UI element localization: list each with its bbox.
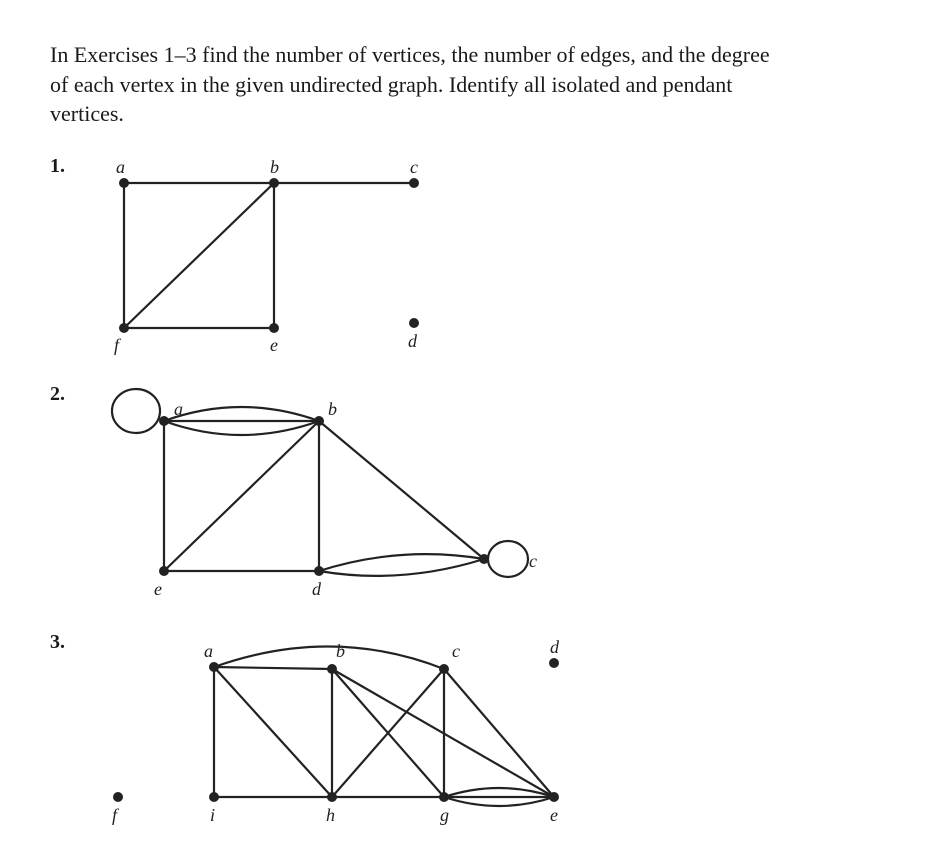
exercise-3: 3. a b c d f i h g e (50, 629, 900, 829)
vertex-b (327, 664, 337, 674)
vertex-label-h: h (326, 805, 335, 825)
edge-loop (488, 541, 528, 577)
vertex-f (119, 323, 129, 333)
vertex-b (314, 416, 324, 426)
edge (214, 667, 332, 797)
vertex-label-a: a (204, 641, 213, 661)
vertex-c (479, 554, 489, 564)
vertex-a (209, 662, 219, 672)
vertex-label-g: g (440, 805, 449, 825)
edge-curved (319, 559, 484, 576)
vertex-label-e: e (550, 805, 558, 825)
vertex-label-d: d (408, 331, 418, 351)
vertex-c (409, 178, 419, 188)
vertex-a (159, 416, 169, 426)
vertex-e (159, 566, 169, 576)
graph-2-wrap: a b e d c (84, 381, 900, 611)
vertex-label-d: d (312, 579, 322, 599)
exercise-1-number: 1. (50, 153, 84, 178)
exercise-prompt: In Exercises 1–3 find the number of vert… (50, 40, 770, 129)
vertex-d (549, 658, 559, 668)
vertex-label-a: a (174, 399, 183, 419)
vertex-i (209, 792, 219, 802)
vertex-label-b: b (328, 399, 337, 419)
vertex-d (314, 566, 324, 576)
exercise-3-number: 3. (50, 629, 84, 654)
vertex-label-i: i (210, 805, 215, 825)
vertex-label-c: c (410, 157, 418, 177)
edge (214, 667, 332, 669)
graph-1-wrap: a b c f e d (84, 153, 900, 363)
vertex-label-d: d (550, 637, 560, 657)
edge-curved (444, 788, 554, 797)
edge-curved (444, 797, 554, 806)
vertex-h (327, 792, 337, 802)
vertex-e (269, 323, 279, 333)
edge-loop (112, 389, 160, 433)
edge-curved (164, 421, 319, 435)
exercise-2-number: 2. (50, 381, 84, 406)
graph-3: a b c d f i h g e (84, 629, 644, 829)
edge (319, 421, 484, 559)
graph-1: a b c f e d (84, 153, 504, 363)
vertex-b (269, 178, 279, 188)
edge-curved (319, 554, 484, 571)
vertex-a (119, 178, 129, 188)
edge (444, 669, 554, 797)
edge (124, 183, 274, 328)
graph-2: a b e d c (84, 381, 584, 611)
vertex-label-b: b (336, 641, 345, 661)
vertex-label-c: c (529, 551, 537, 571)
vertex-d (409, 318, 419, 328)
vertex-label-e: e (270, 335, 278, 355)
exercise-1: 1. a b c f e d (50, 153, 900, 363)
exercise-2: 2. a b e d c (50, 381, 900, 611)
edge (164, 421, 319, 571)
edge-curved (164, 407, 319, 421)
vertex-g (439, 792, 449, 802)
vertex-label-a: a (116, 157, 125, 177)
vertex-label-c: c (452, 641, 460, 661)
vertex-c (439, 664, 449, 674)
vertex-f (113, 792, 123, 802)
vertex-label-e: e (154, 579, 162, 599)
vertex-label-f: f (114, 335, 122, 355)
vertex-e (549, 792, 559, 802)
vertex-label-f: f (112, 805, 120, 825)
graph-3-wrap: a b c d f i h g e (84, 629, 900, 829)
vertex-label-b: b (270, 157, 279, 177)
